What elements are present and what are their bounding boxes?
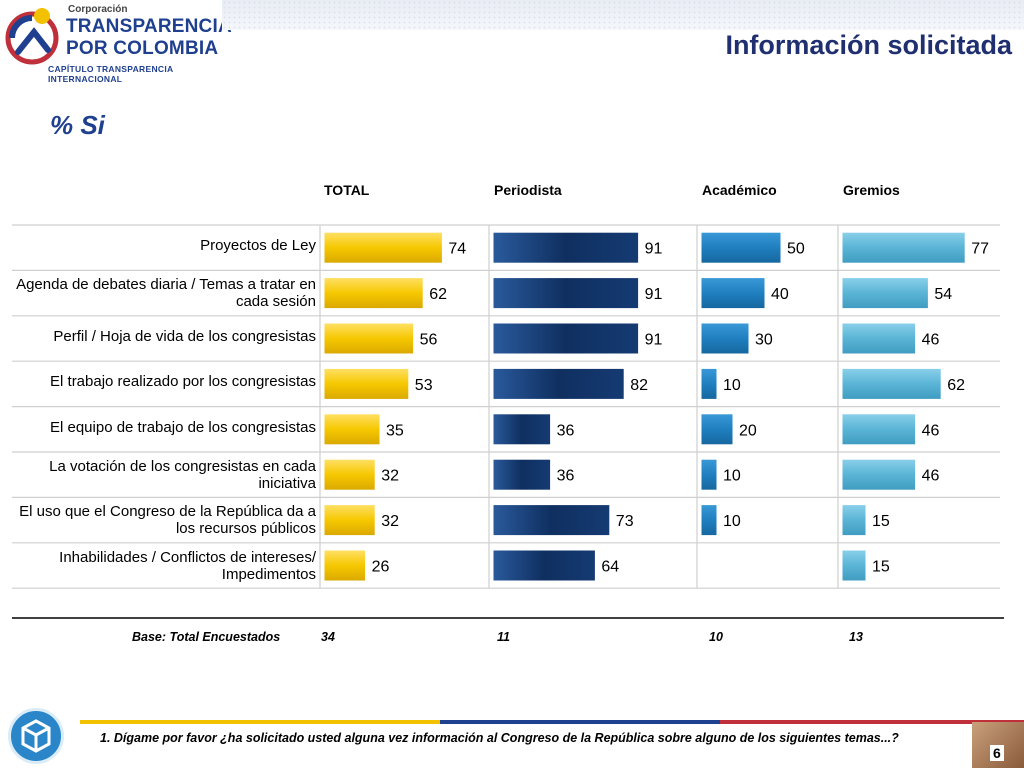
row-label: Proyectos de Ley: [200, 237, 316, 254]
logo-corporacion: Corporación: [68, 4, 128, 15]
base-value-academico: 10: [709, 630, 723, 644]
page-title: Información solicitada: [725, 30, 1012, 60]
bar-total: [323, 549, 367, 582]
bar-gremios: [841, 367, 942, 400]
bar-gremios: [841, 322, 917, 355]
row-label: La votación de los congresistas en cada …: [49, 458, 316, 492]
data-label-academico: 40: [771, 286, 789, 303]
data-label-academico: 20: [739, 422, 757, 439]
bar-periodista: [492, 504, 611, 537]
column-header-total: TOTAL: [324, 182, 370, 198]
data-label-periodista: 36: [557, 468, 575, 485]
base-value-total: 34: [321, 630, 335, 644]
logo: Corporación TRANSPARENCIA POR COLOMBIA C…: [4, 2, 232, 84]
bar-total: [323, 367, 410, 400]
row-label: Inhabilidades / Conflictos de intereses/…: [59, 548, 316, 583]
page-number: 6: [990, 745, 1004, 761]
bar-academico: [700, 504, 718, 537]
row-label: Agenda de debates diaria / Temas a trata…: [16, 276, 316, 311]
row-label: Perfil / Hoja de vida de los congresista…: [53, 327, 316, 345]
logo-transparencia: TRANSPARENCIA: [66, 16, 232, 37]
bar-gremios: [841, 231, 966, 264]
row-label: El uso que el Congreso de la República d…: [19, 503, 316, 538]
bar-academico: [700, 231, 782, 264]
data-label-total: 26: [372, 559, 390, 576]
column-header-academico: Académico: [702, 182, 777, 198]
data-label-academico: 10: [723, 468, 741, 485]
data-label-gremios: 15: [872, 513, 890, 530]
data-label-gremios: 46: [922, 422, 940, 439]
data-label-gremios: 62: [947, 377, 965, 394]
bar-academico: [700, 458, 718, 491]
bar-total: [323, 277, 424, 310]
bar-academico: [700, 277, 766, 310]
data-label-periodista: 91: [645, 286, 663, 303]
row-label: El trabajo realizado por los congresista…: [50, 373, 316, 391]
data-label-total: 32: [381, 468, 399, 485]
bar-gremios: [841, 549, 867, 582]
bar-periodista: [492, 458, 552, 491]
bar-academico: [700, 322, 750, 355]
logo-subtitle: CAPÍTULO TRANSPARENCIA INTERNACIONAL: [48, 64, 174, 84]
data-label-gremios: 15: [872, 559, 890, 576]
bar-gremios: [841, 277, 929, 310]
data-label-periodista: 64: [601, 559, 619, 576]
data-label-gremios: 46: [922, 468, 940, 485]
column-header-gremios: Gremios: [843, 182, 900, 198]
chart-subtitle: % Si: [50, 110, 105, 140]
data-label-gremios: 77: [971, 241, 989, 258]
data-label-gremios: 54: [934, 286, 952, 303]
data-label-periodista: 91: [645, 332, 663, 349]
bar-total: [323, 413, 381, 446]
logo-mark-icon: [5, 8, 59, 65]
header-band: [222, 0, 1024, 30]
data-label-periodista: 36: [557, 422, 575, 439]
bar-total: [323, 231, 443, 264]
data-label-gremios: 46: [922, 332, 940, 349]
data-label-academico: 10: [723, 377, 741, 394]
data-label-total: 56: [420, 332, 438, 349]
bar-academico: [700, 413, 734, 446]
column-header-periodista: Periodista: [494, 182, 562, 198]
data-label-periodista: 73: [616, 513, 634, 530]
data-label-total: 32: [381, 513, 399, 530]
bar-periodista: [492, 231, 640, 264]
row-label: El equipo de trabajo de los congresistas: [49, 418, 316, 436]
bar-gremios: [841, 458, 917, 491]
bar-periodista: [492, 413, 552, 446]
data-label-periodista: 82: [630, 377, 648, 394]
base-label: Base: Total Encuestados: [132, 630, 281, 644]
data-label-total: 62: [429, 286, 447, 303]
base-value-gremios: 13: [849, 630, 863, 644]
bar-periodista: [492, 549, 596, 582]
bar-periodista: [492, 367, 625, 400]
data-label-academico: 10: [723, 513, 741, 530]
bar-total: [323, 458, 376, 491]
data-label-academico: 50: [787, 241, 805, 258]
footer-color-bar: [80, 720, 1024, 724]
bar-gremios: [841, 413, 917, 446]
bar-total: [323, 504, 376, 537]
data-label-academico: 30: [755, 332, 773, 349]
bar-total: [323, 322, 415, 355]
footnote-question: 1. Dígame por favor ¿ha solicitado usted…: [100, 731, 899, 745]
bar-periodista: [492, 322, 640, 355]
data-label-total: 53: [415, 377, 433, 394]
data-label-total: 35: [386, 422, 404, 439]
bar-periodista: [492, 277, 640, 310]
logo-por-colombia: POR COLOMBIA: [66, 38, 219, 59]
data-label-total: 74: [448, 241, 466, 258]
data-label-periodista: 91: [645, 241, 663, 258]
bar-gremios: [841, 504, 867, 537]
base-value-periodista: 11: [497, 630, 510, 644]
footer-cube-icon: [8, 708, 64, 764]
bar-academico: [700, 367, 718, 400]
